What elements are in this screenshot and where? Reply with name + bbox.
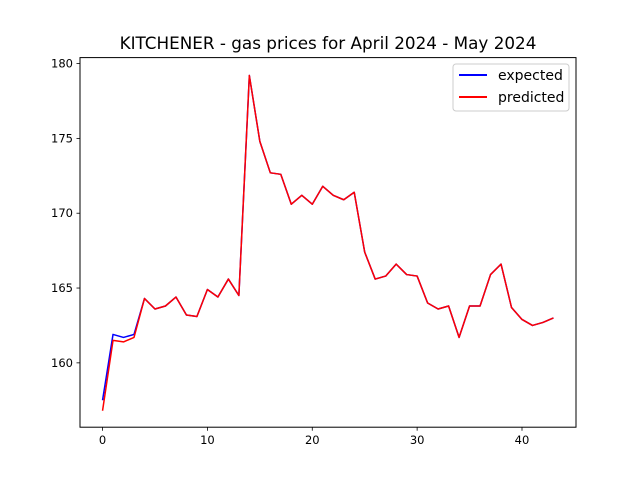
x-tick-label: 10	[200, 433, 215, 447]
chart-title: KITCHENER - gas prices for April 2024 - …	[120, 33, 537, 53]
y-axis: 160 165 170 175 180	[51, 57, 80, 370]
y-tick-label: 160	[51, 356, 73, 370]
legend-label-expected: expected	[498, 68, 563, 84]
x-tick-label: 40	[515, 433, 530, 447]
plot-frame	[79, 57, 577, 428]
x-tick-label: 30	[410, 433, 425, 447]
series-layer	[101, 74, 554, 411]
y-tick-label: 180	[51, 57, 73, 71]
legend: expected predicted	[452, 63, 570, 112]
x-tick-label: 0	[99, 433, 106, 447]
legend-label-predicted: predicted	[498, 90, 564, 106]
series-line-predicted	[101, 74, 554, 411]
y-tick-label: 170	[51, 206, 73, 220]
x-axis: 0 10 20 30 40	[99, 427, 529, 447]
y-tick-label: 165	[51, 281, 73, 295]
y-tick-label: 175	[51, 131, 73, 145]
x-tick-label: 20	[305, 433, 320, 447]
